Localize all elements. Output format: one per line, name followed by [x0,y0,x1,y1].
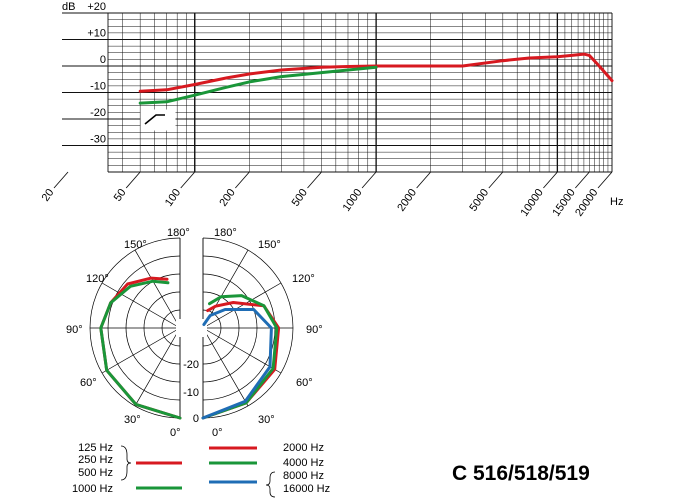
legend-label-right: 8000 Hz [283,470,324,482]
fr-x-tick [53,171,69,189]
polar-angle-label-left: 30° [124,414,141,426]
fr-x-tick-label: 100 [163,187,183,209]
fr-y-unit: dB [62,1,75,13]
polar-angle-label-right: 60° [296,377,313,389]
polar-angle-label-right: 30° [258,414,275,426]
legend-label-right: 2000 Hz [283,442,324,454]
fr-x-tick [543,171,558,189]
legend-label-right: 4000 Hz [283,457,324,469]
legend-label-left: 125 Hz [78,442,113,454]
legend-label-left: 1000 Hz [72,483,113,495]
fr-x-tick-label: 1000 [341,187,365,214]
fr-y-tick-label: +10 [87,28,106,40]
legend-label-left: 250 Hz [78,454,113,466]
polar-angle-label-left: 60° [80,377,97,389]
polar-spoke [101,327,181,374]
fr-x-tick [180,171,196,189]
fr-x-unit: Hz [610,196,623,208]
fr-series-green [138,65,378,105]
fr-x-tick [416,171,432,189]
polar-spoke [202,282,282,329]
fr-x-tick-label: 5000 [467,187,491,214]
frequency-response-chart: +20 +10 0 -10 -20 -30 dB 20 50 100 200 500 1000 2000 5… [40,1,624,219]
low-cut-box [140,109,176,131]
polar-radial-label: 0 [193,413,199,425]
fr-y-tick-label: 0 [100,54,106,66]
fr-y-tick-label: +20 [87,1,106,13]
polar-spoke [202,327,282,374]
fr-x-tick [125,171,141,189]
legend-brace-right [265,471,276,498]
polar-radial-label: -10 [183,387,199,399]
polar-spoke [134,327,181,407]
fr-x-tick-label: 20000 [573,187,600,219]
polar-series-green [201,294,279,420]
polar-spoke [101,282,181,329]
fr-x-tick-label: 50 [112,187,129,204]
fr-x-tick [575,171,590,189]
fr-x-tick-label: 200 [217,187,237,209]
fr-x-tick [488,171,504,189]
polar-angle-label-left: 0° [170,427,181,439]
fr-x-tick-label: 500 [290,187,310,209]
low-cut-icon [144,114,165,125]
fr-x-tick-label: 20 [40,187,57,204]
legend-brace-left [120,445,132,481]
polar-series-green [99,279,182,420]
polar-angle-label-left: 150° [124,239,147,251]
polar-angle-label-right: 90° [306,324,323,336]
polar-angle-label-left: 90° [66,324,83,336]
fr-x-tick-label: 10000 [518,187,545,219]
polar-spoke [202,327,249,407]
polar-notch [176,319,207,337]
polar-angle-label-left: 120° [86,273,109,285]
fr-y-tick-label: -10 [90,81,106,93]
fr-x-tick [361,171,377,189]
polar-angle-label-right: 180° [214,227,237,239]
fr-y-tick-label: -20 [90,107,106,119]
fr-y-tick-label: -30 [90,134,106,146]
fr-x-tick [307,171,322,189]
model-label: C 516/518/519 [452,462,590,485]
fr-x-tick-label: 2000 [395,187,419,214]
legend-label-right: 16000 Hz [283,483,330,495]
polar-radial-label: -20 [183,359,199,371]
fr-series-red [138,52,614,93]
polar-spoke [134,249,181,329]
polar-angle-label-right: 120° [292,273,315,285]
polar-angle-label-left: 180° [167,227,190,239]
polar-angle-label-right: 0° [212,427,223,439]
polar-angle-label-right: 150° [258,239,281,251]
fr-x-tick [597,171,613,189]
polar-series-blue [201,308,273,420]
fr-x-tick-label: 15000 [550,187,577,219]
polar-pattern-chart: 180° 180° 150° 150° 120° 120° 90° 90° 60° 60° 30° 3… [66,227,323,439]
legend-label-left: 500 Hz [78,467,113,479]
fr-x-tick [234,171,250,189]
